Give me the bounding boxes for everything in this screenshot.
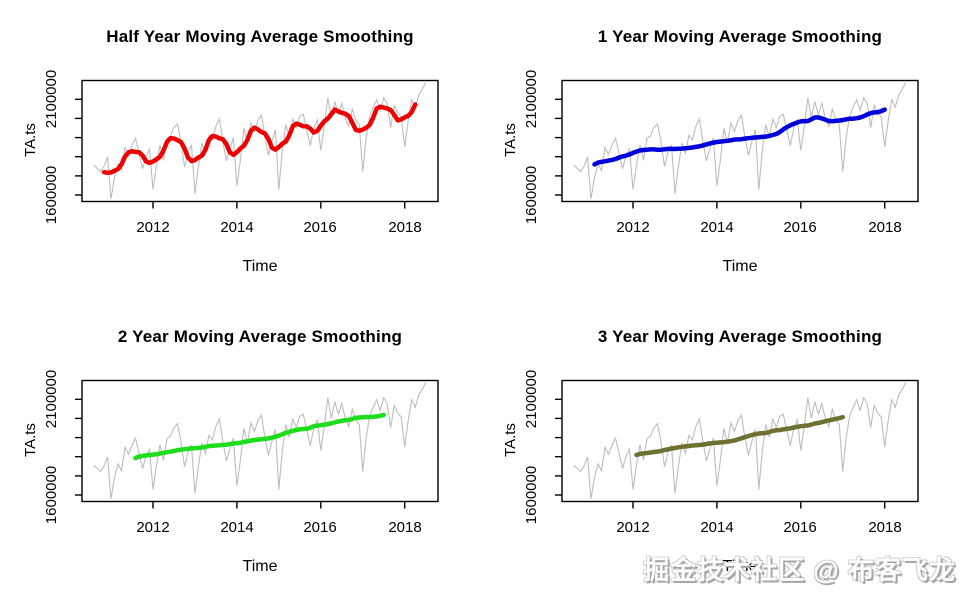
- panel-half-year-ma: Half Year Moving Average Smoothing TA.ts…: [0, 0, 480, 300]
- plot-area-half-year: [75, 79, 439, 209]
- x-axis-label: Time: [242, 258, 278, 275]
- x-tick-label: 2018: [868, 519, 902, 536]
- x-tick-label: 2016: [303, 519, 337, 536]
- panel-2-year-ma: 2 Year Moving Average Smoothing TA.ts 21…: [0, 300, 480, 600]
- x-tick-label: 2018: [868, 219, 902, 236]
- x-tick-label: 2012: [136, 219, 170, 236]
- y-axis-label: TA.ts: [22, 123, 39, 157]
- y-tick-label-bottom: 1600000: [523, 165, 540, 225]
- x-axis-label: Time: [722, 558, 758, 575]
- x-tick-label: 2016: [783, 219, 817, 236]
- panel-title: 3 Year Moving Average Smoothing: [597, 327, 883, 346]
- x-tick-label: 2016: [783, 519, 817, 536]
- panel-1-year-ma: 1 Year Moving Average Smoothing TA.ts 21…: [480, 0, 960, 300]
- x-tick-label: 2018: [388, 519, 422, 536]
- x-tick-label: 2014: [220, 219, 254, 236]
- panel-title: 1 Year Moving Average Smoothing: [597, 27, 883, 46]
- plot-area-3-year: [555, 379, 919, 509]
- x-tick-label: 2018: [388, 219, 422, 236]
- x-axis-label: Time: [242, 558, 278, 575]
- y-axis-label: TA.ts: [502, 123, 519, 157]
- watermark-text: 掘金技术社区 @ 布客飞龙: [643, 555, 956, 585]
- panel-title: Half Year Moving Average Smoothing: [106, 27, 414, 46]
- y-axis-label: TA.ts: [502, 423, 519, 457]
- x-tick-label: 2012: [136, 519, 170, 536]
- plot-area-2-year: [75, 379, 439, 509]
- x-tick-label: 2014: [700, 519, 734, 536]
- panel-title: 2 Year Moving Average Smoothing: [117, 327, 403, 346]
- y-tick-label-bottom: 1600000: [523, 465, 540, 525]
- x-axis-label: Time: [722, 258, 758, 275]
- x-tick-label: 2012: [616, 519, 650, 536]
- x-tick-label: 2012: [616, 219, 650, 236]
- y-axis-label: TA.ts: [22, 423, 39, 457]
- plot-area-1-year: [555, 79, 919, 209]
- x-tick-label: 2016: [303, 219, 337, 236]
- y-tick-label-bottom: 1600000: [43, 165, 60, 225]
- x-tick-label: 2014: [220, 519, 254, 536]
- x-tick-label: 2014: [700, 219, 734, 236]
- y-tick-label-bottom: 1600000: [43, 465, 60, 525]
- panel-3-year-ma: 3 Year Moving Average Smoothing TA.ts 21…: [480, 300, 960, 600]
